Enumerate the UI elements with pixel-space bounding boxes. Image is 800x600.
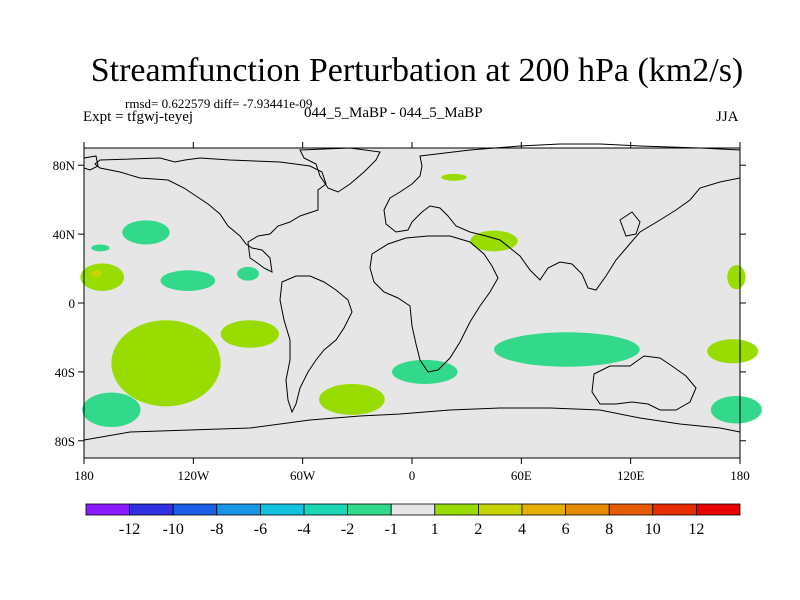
anomaly-region-12 bbox=[441, 173, 467, 181]
anomaly-region-8 bbox=[80, 263, 125, 291]
x-tick-label: 0 bbox=[409, 468, 416, 483]
anomaly-region-4 bbox=[391, 359, 458, 384]
y-tick-label: 80N bbox=[53, 158, 76, 173]
x-tick-label: 60E bbox=[511, 468, 532, 483]
colorbar-label: 2 bbox=[474, 521, 482, 538]
x-axis-ticks: 180 120W 60W 0 60E 120E 180 bbox=[74, 142, 750, 483]
colorbar-box-7 bbox=[390, 503, 436, 516]
coastline-australia bbox=[591, 355, 697, 411]
colorbar-label: 1 bbox=[431, 521, 439, 538]
anomaly-region-9 bbox=[220, 320, 279, 348]
x-tick-label: 120W bbox=[177, 468, 210, 483]
season-label: JJA bbox=[716, 109, 739, 125]
anomaly-region-16 bbox=[91, 270, 103, 278]
y-axis-ticks: 80N 40N 0 40S 80S bbox=[53, 158, 746, 449]
colorbar-box-4 bbox=[259, 503, 305, 516]
colorbar-box-10 bbox=[521, 503, 566, 516]
anomaly-region-15 bbox=[727, 265, 746, 290]
coastline-africa bbox=[369, 235, 499, 373]
colorbar-box-12 bbox=[608, 503, 654, 516]
x-tick-label: 60W bbox=[290, 468, 316, 483]
anomaly-region-5 bbox=[494, 332, 640, 367]
colorbar-label: -2 bbox=[341, 521, 354, 538]
coastline-alaska bbox=[83, 155, 99, 171]
coastline-japan bbox=[619, 211, 641, 237]
colorbar-label: 12 bbox=[688, 521, 704, 538]
colorbar-box-14 bbox=[696, 503, 741, 516]
colorbar-label: -12 bbox=[119, 521, 140, 538]
anomaly-region-13 bbox=[470, 230, 518, 252]
colorbar-box-5 bbox=[303, 503, 348, 516]
x-tick-label: 120E bbox=[617, 468, 645, 483]
colorbar-label: -10 bbox=[163, 521, 184, 538]
colorbar-box-11 bbox=[565, 503, 610, 516]
colorbar-box-8 bbox=[434, 503, 479, 516]
x-tick-label: 180 bbox=[730, 468, 750, 483]
colorbar-label: -8 bbox=[210, 521, 223, 538]
rmsd-diff-stats: rmsd= 0.622579 diff= -7.93441e-09 bbox=[125, 96, 313, 111]
coastline-antarctica bbox=[83, 407, 741, 441]
colorbar-box-6 bbox=[347, 503, 392, 516]
anomaly-region-6 bbox=[82, 392, 141, 427]
colorbar-label: 10 bbox=[645, 521, 661, 538]
anomaly-region-14 bbox=[707, 339, 759, 364]
colorbar-label: -4 bbox=[297, 521, 310, 538]
y-tick-label: 40S bbox=[55, 365, 75, 380]
map-background bbox=[84, 148, 740, 458]
colorbar-label: -6 bbox=[254, 521, 267, 538]
experiment-label: Expt = tfgwj-teyej bbox=[83, 109, 194, 125]
colorbar-label: 8 bbox=[605, 521, 613, 538]
chart-title: Streamfunction Perturbation at 200 hPa (… bbox=[90, 52, 744, 89]
coastline-south-america bbox=[279, 275, 353, 414]
anomaly-region-10 bbox=[111, 320, 221, 407]
colorbar-label: -1 bbox=[385, 521, 398, 538]
colorbar-box-0 bbox=[85, 503, 130, 516]
colorbar-box-13 bbox=[652, 503, 697, 516]
anomaly-regions bbox=[80, 173, 762, 427]
colorbar-label: 6 bbox=[562, 521, 570, 538]
anomaly-region-1 bbox=[160, 270, 216, 291]
colorbar-box-2 bbox=[172, 503, 218, 516]
x-tick-label: 180 bbox=[74, 468, 94, 483]
map-plot-area bbox=[80, 143, 762, 459]
y-tick-label: 0 bbox=[69, 296, 76, 311]
anomaly-region-0 bbox=[122, 220, 170, 245]
colorbar-box-9 bbox=[477, 503, 523, 516]
coastline-north-america bbox=[94, 157, 327, 273]
y-tick-label: 40N bbox=[53, 227, 76, 242]
anomaly-region-2 bbox=[237, 266, 259, 281]
colorbar-label: 4 bbox=[518, 521, 526, 538]
colorbar-box-1 bbox=[129, 503, 174, 516]
colorbar-box-3 bbox=[216, 503, 261, 516]
y-tick-label: 80S bbox=[55, 434, 75, 449]
coastline-greenland bbox=[299, 147, 381, 193]
anomaly-region-11 bbox=[319, 383, 385, 415]
colorbar: -12 -10 -8 -6 -4 -2 -1 1 2 4 6 8 10 12 bbox=[85, 503, 741, 538]
comparison-label: 044_5_MaBP - 044_5_MaBP bbox=[304, 105, 483, 121]
anomaly-region-7 bbox=[710, 396, 762, 424]
anomaly-region-3 bbox=[91, 244, 110, 252]
